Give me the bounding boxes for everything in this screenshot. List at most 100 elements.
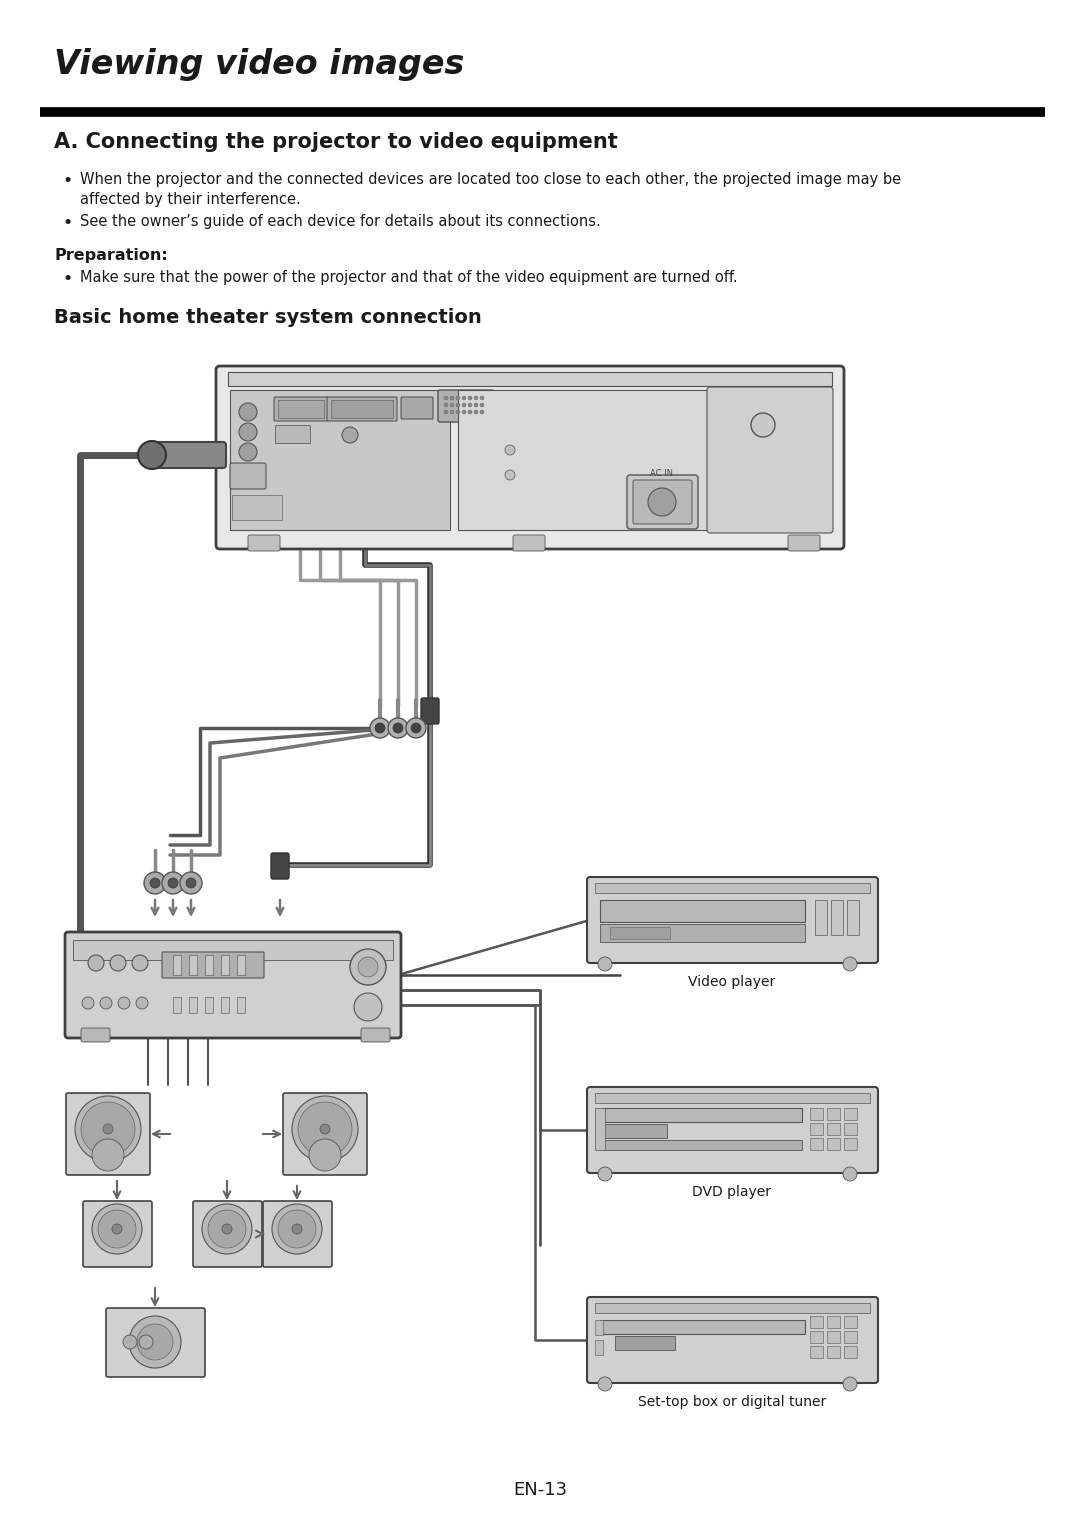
Bar [237, 955, 245, 975]
Bar [610, 927, 670, 940]
Circle shape [444, 403, 448, 406]
Circle shape [139, 1335, 153, 1349]
Circle shape [132, 955, 148, 970]
Bar [189, 955, 197, 975]
Circle shape [843, 1377, 858, 1390]
FancyBboxPatch shape [66, 1093, 150, 1175]
Text: Make sure that the power of the projector and that of the video equipment are tu: Make sure that the power of the projecto… [80, 270, 738, 286]
Bar [810, 1108, 823, 1120]
FancyBboxPatch shape [193, 1201, 262, 1267]
Text: EN-13: EN-13 [513, 1481, 567, 1499]
FancyBboxPatch shape [216, 367, 843, 549]
Circle shape [354, 993, 382, 1021]
Circle shape [87, 955, 104, 970]
Circle shape [222, 1224, 232, 1235]
FancyBboxPatch shape [283, 1093, 367, 1175]
FancyBboxPatch shape [513, 535, 545, 552]
Text: Basic home theater system connection: Basic home theater system connection [54, 309, 482, 327]
Circle shape [450, 396, 454, 400]
Circle shape [456, 403, 460, 406]
Circle shape [751, 413, 775, 437]
Text: Viewing video images: Viewing video images [54, 47, 464, 81]
FancyBboxPatch shape [633, 480, 692, 524]
Bar [595, 1093, 870, 1103]
Circle shape [450, 410, 454, 414]
FancyBboxPatch shape [438, 390, 494, 422]
Circle shape [456, 396, 460, 400]
Text: See the owner’s guide of each device for details about its connections.: See the owner’s guide of each device for… [80, 214, 600, 229]
Bar [173, 996, 181, 1013]
Bar [843, 1346, 858, 1358]
Bar [810, 1123, 823, 1135]
FancyBboxPatch shape [248, 535, 280, 552]
Circle shape [480, 410, 484, 414]
Circle shape [444, 410, 448, 414]
Bar [602, 1108, 802, 1122]
Bar [205, 955, 213, 975]
Circle shape [456, 410, 460, 414]
FancyBboxPatch shape [81, 1028, 110, 1042]
FancyBboxPatch shape [588, 1297, 878, 1383]
Circle shape [292, 1096, 357, 1161]
Text: •: • [62, 270, 72, 287]
Circle shape [82, 996, 94, 1008]
Bar [595, 1108, 605, 1151]
FancyBboxPatch shape [588, 1086, 878, 1174]
Circle shape [103, 1125, 113, 1134]
Circle shape [468, 410, 472, 414]
Bar [600, 924, 805, 941]
Text: DVD player: DVD player [692, 1186, 771, 1199]
Circle shape [474, 396, 478, 400]
Circle shape [462, 403, 465, 406]
Bar [602, 1125, 667, 1138]
Circle shape [202, 1204, 252, 1254]
FancyBboxPatch shape [152, 442, 226, 468]
Text: •: • [62, 173, 72, 189]
FancyBboxPatch shape [230, 463, 266, 489]
Circle shape [370, 718, 390, 738]
Circle shape [110, 955, 126, 970]
Circle shape [444, 396, 448, 400]
Circle shape [320, 1125, 330, 1134]
Circle shape [309, 1138, 341, 1170]
Bar [221, 996, 229, 1013]
Circle shape [100, 996, 112, 1008]
Circle shape [162, 872, 184, 894]
FancyBboxPatch shape [264, 1201, 332, 1267]
Circle shape [843, 1167, 858, 1181]
Bar [810, 1346, 823, 1358]
Bar [827, 1316, 840, 1328]
FancyBboxPatch shape [361, 1028, 390, 1042]
Bar [595, 1320, 603, 1335]
Bar [595, 883, 870, 892]
Bar [602, 1140, 802, 1151]
Circle shape [292, 1224, 302, 1235]
Bar [458, 390, 823, 530]
Bar [810, 1316, 823, 1328]
Circle shape [186, 879, 195, 888]
Text: When the projector and the connected devices are located too close to each other: When the projector and the connected dev… [80, 173, 901, 186]
FancyBboxPatch shape [707, 387, 833, 533]
FancyBboxPatch shape [788, 535, 820, 552]
Circle shape [468, 396, 472, 400]
Bar [73, 940, 393, 960]
Circle shape [144, 872, 166, 894]
Circle shape [118, 996, 130, 1008]
Circle shape [598, 957, 612, 970]
Circle shape [462, 410, 465, 414]
Bar [221, 955, 229, 975]
Bar [843, 1138, 858, 1151]
Bar [595, 1303, 870, 1313]
Circle shape [92, 1204, 141, 1254]
Bar [189, 996, 197, 1013]
Circle shape [150, 879, 160, 888]
Circle shape [598, 1167, 612, 1181]
Bar [815, 900, 827, 935]
Text: affected by their interference.: affected by their interference. [80, 193, 300, 206]
Bar [843, 1123, 858, 1135]
Bar [230, 390, 450, 530]
Bar [232, 495, 282, 520]
Bar [600, 1320, 805, 1334]
Circle shape [137, 1323, 173, 1360]
Bar [827, 1108, 840, 1120]
